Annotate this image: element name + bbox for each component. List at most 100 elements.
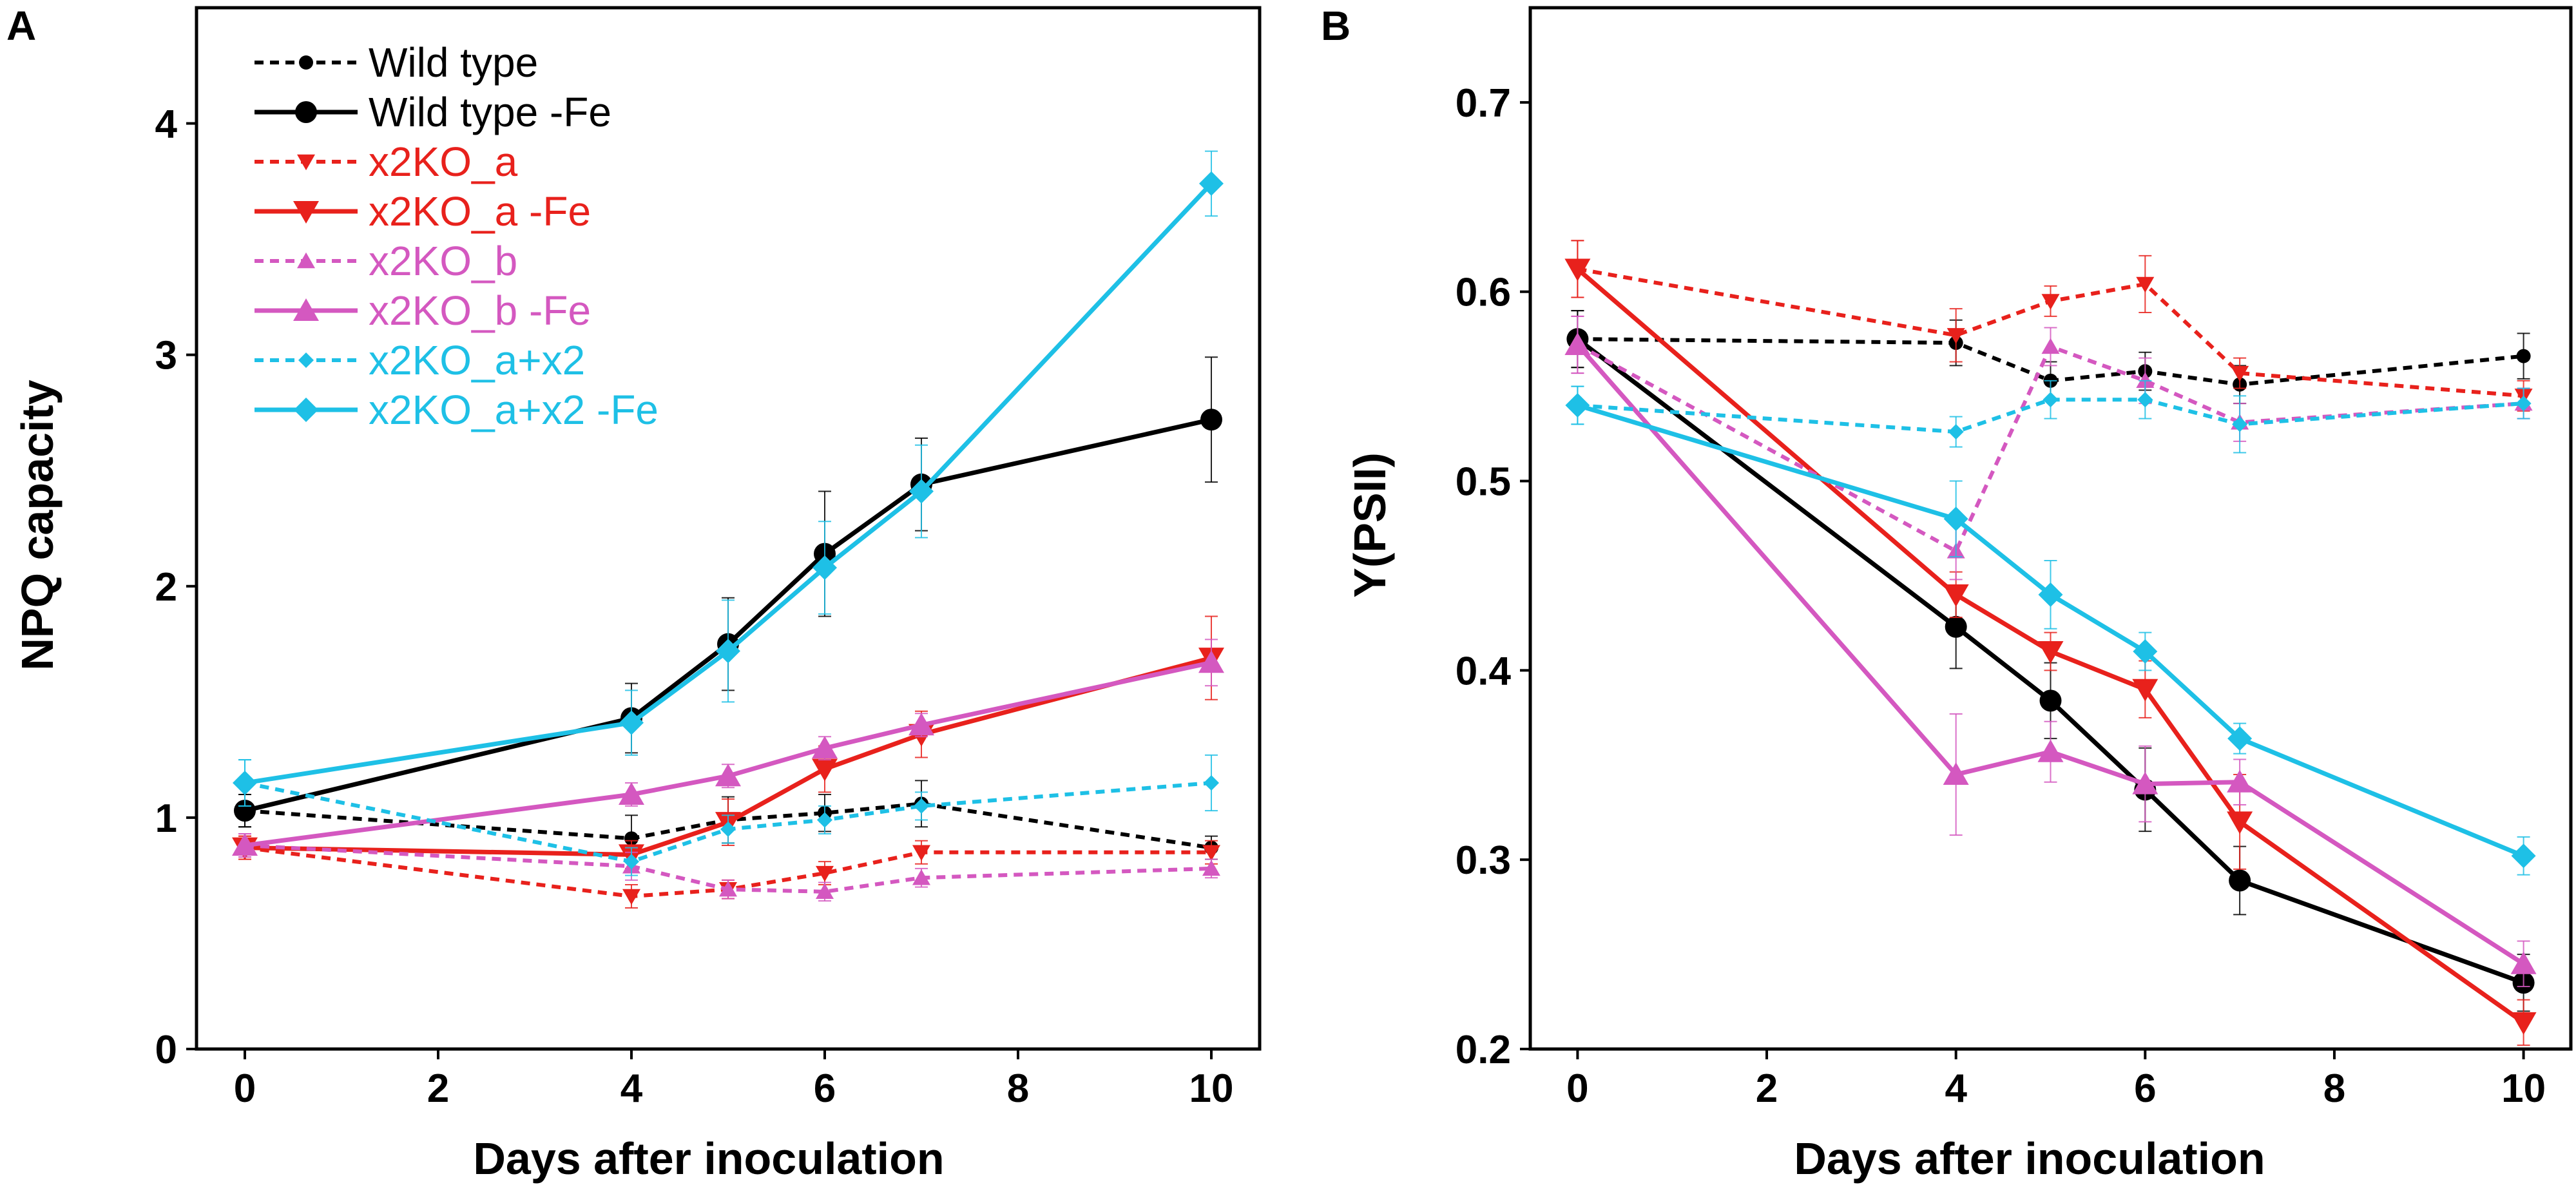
data-point [2037,739,2064,762]
series-x2ko-a-x2-fe [233,150,1224,807]
series-line [1576,343,2524,554]
legend-marker [293,201,319,224]
data-point [2510,951,2537,974]
data-point [1565,393,1590,418]
y-tick-label: 0.2 [1456,1028,1511,1072]
data-point [624,831,639,846]
series-line [1577,267,2524,398]
data-point [2132,679,2158,702]
data-point [622,889,640,905]
series-line [1576,267,2525,1025]
legend-label: x2KO_a+x2 [369,337,585,383]
data-point [914,798,929,814]
data-point [1943,506,1968,532]
series-line [244,660,1212,848]
data-point [715,764,741,787]
series-line [244,843,1212,894]
series-line [244,845,1211,898]
series-line [244,182,1213,785]
panel-a: A NPQ capacity Days after inoculation 0 2… [6,3,1262,1184]
data-point [619,782,644,805]
legend-marker [297,154,315,171]
data-point [2231,365,2249,382]
data-point [909,479,934,504]
x-tick-label: 2 [1756,1066,1778,1111]
legend-item-wild-type-fe: Wild type -Fe [255,89,611,135]
data-point [2227,811,2253,834]
data-point [2515,396,2532,412]
series-line [244,781,1212,864]
data-point [2132,771,2158,794]
data-point [1945,615,1967,638]
series-line [1577,337,2524,387]
series-x2ko-b-fe [1564,315,2537,988]
x-tick-label: 4 [620,1066,643,1111]
plot-a: 0 2 4 6 8 10 0 1 2 3 4 [155,6,1262,1111]
plot-b: 0 2 4 6 8 10 0.2 0.3 0.4 0.5 0.6 0.7 [1456,6,2573,1111]
series-line [244,802,1212,850]
x-tick-label: 4 [1945,1066,1967,1111]
series-line [1575,343,2525,966]
data-point [1198,650,1224,673]
series-x2ko-a-x2-fe [1565,385,2536,876]
data-point [234,800,256,822]
data-point [624,854,639,870]
data-point [2133,639,2158,664]
y-tick-label: 0.5 [1456,460,1511,505]
y-tick-label: 4 [155,102,178,147]
plot-frame [195,6,1262,1051]
x-tick-label: 6 [814,1066,836,1111]
y-tick-label: 1 [155,796,177,841]
y-tick-label: 0 [155,1028,177,1072]
data-point [2039,689,2062,712]
data-point [1202,845,1220,862]
y-tick-label: 3 [155,334,177,378]
data-point [719,880,737,897]
series-wild-type-fe [1566,310,2535,1012]
legend-item-x2ko-b-fe: x2KO_b -Fe [255,287,591,334]
data-point [2041,294,2060,310]
data-point [812,758,838,782]
y-tick-label: 2 [155,565,177,610]
x-tick-label: 10 [1189,1066,1234,1111]
y-tick-label: 0.6 [1456,271,1511,315]
panel-b-xlabel: Days after inoculation [1794,1133,2265,1184]
series-line [1577,398,2524,434]
series-line [244,655,1212,857]
data-point [1946,328,1965,344]
y-tick-label: 0.3 [1456,838,1511,883]
data-point [2038,582,2063,607]
data-point [812,736,838,759]
data-point [2232,416,2248,432]
data-point [2137,392,2153,408]
data-point [817,812,832,828]
data-point [619,710,644,735]
series-x2ko-b-fe [232,639,1224,858]
series-line [1577,403,2524,858]
data-point [232,833,258,856]
legend-marker [297,252,315,269]
legend-item-x2ko-b: x2KO_b [255,238,517,284]
data-point [1199,171,1224,196]
legend-item-wild-type: Wild type [255,39,538,86]
legend-marker [299,55,313,70]
data-point [1200,409,1222,431]
legend-marker [295,101,317,123]
x-tick-label: 6 [2134,1066,2156,1111]
panel-a-xlabel: Days after inoculation [473,1133,944,1184]
data-point [1943,762,1969,785]
data-point [1943,584,1969,607]
x-tick-label: 0 [234,1066,256,1111]
data-point [812,555,837,581]
data-point [908,713,934,736]
panel-b-ylabel: Y(PSII) [1345,452,1395,598]
legend-label: x2KO_a+x2 -Fe [369,387,658,433]
legend-marker [298,352,314,368]
data-point [720,821,736,837]
y-tick-label: 0.4 [1456,649,1512,693]
legend-label: x2KO_b [369,238,517,284]
data-point [2037,640,2064,664]
panel-b: B Y(PSII) Days after inoculation 0 2 4 6 8 10… [1321,3,2573,1184]
panel-a-ylabel: NPQ capacity [12,380,62,670]
